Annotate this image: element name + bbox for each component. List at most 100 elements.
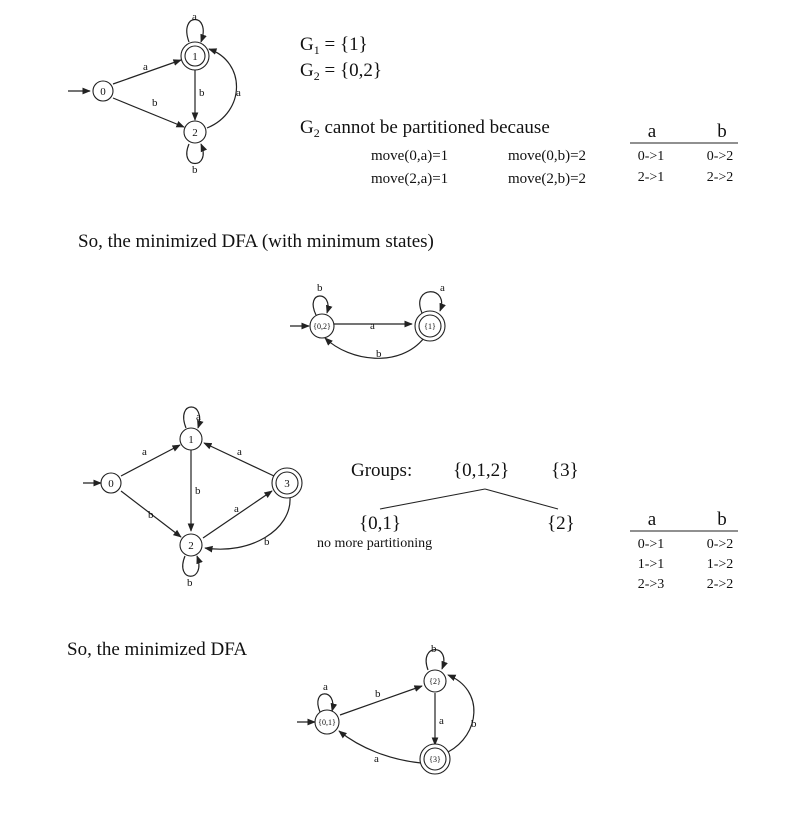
mindfa1-label-self-b: a bbox=[440, 282, 445, 294]
dfa2-label-e23: a bbox=[234, 503, 239, 515]
dfa1-edge-2-1 bbox=[206, 48, 238, 129]
dfa2-state-0-label: 0 bbox=[108, 478, 114, 490]
mindfa2-label-self01: a bbox=[323, 681, 328, 693]
dfa2-label-e01: a bbox=[142, 446, 147, 458]
dfa2-state-3 bbox=[275, 471, 299, 495]
partition1-text: G1 = {1} G2 = {0,2} G2 cannot be partiti… bbox=[300, 34, 738, 187]
dfa1-self-loop-2 bbox=[186, 143, 208, 165]
mindfa2-edge-01-2 bbox=[339, 685, 423, 716]
mindfa2-label-e3-01: a bbox=[374, 753, 379, 765]
mindfa2-state-2 bbox=[423, 669, 447, 693]
split-line-left bbox=[379, 488, 486, 510]
no-more-partitioning: no more partitioning bbox=[317, 536, 432, 551]
dfa1-state-0-label: 0 bbox=[100, 86, 106, 98]
dfa2-state-0 bbox=[100, 472, 122, 494]
dfa2-label-e32: b bbox=[264, 536, 270, 548]
groups-label: Groups: bbox=[351, 460, 412, 481]
dfa1-state-1-label: 1 bbox=[192, 51, 198, 63]
dfa2-label-self1: a bbox=[196, 411, 201, 423]
table1-header-b: b bbox=[717, 121, 727, 142]
dfa2-self-loop-2 bbox=[182, 555, 203, 577]
group-012: {0,1,2} bbox=[453, 460, 509, 481]
dfa1-label-self1: a bbox=[192, 11, 197, 23]
dfa2-edge-2-3 bbox=[202, 490, 273, 539]
table1-header-a: a bbox=[648, 121, 657, 142]
mindfa2-state-01 bbox=[314, 709, 340, 735]
dfa2-edge-3-1 bbox=[203, 442, 275, 477]
mindfa2-label-e01-2: b bbox=[375, 688, 381, 700]
move-2a: move(2,a)=1 bbox=[371, 171, 448, 187]
dfa2-diagram: 0 1 2 3 a b b a a b a b bbox=[83, 406, 303, 589]
move-0a: move(0,a)=1 bbox=[371, 148, 448, 164]
dfa1-label-e12: b bbox=[199, 87, 205, 99]
dfa1-state-1 bbox=[184, 45, 206, 67]
dfa2-state-1 bbox=[179, 427, 203, 451]
mindfa2-edge-3-01 bbox=[338, 730, 422, 764]
mindfa2-diagram: {0,1} {2} {3} b a b a a b bbox=[297, 643, 477, 775]
mindfa1-state-02 bbox=[309, 313, 335, 339]
dfa1-state-2-label: 2 bbox=[192, 127, 198, 139]
mindfa1-label-back: b bbox=[376, 348, 382, 360]
dfa2-state-3-label: 3 bbox=[284, 478, 290, 490]
dfa1-label-e21: a bbox=[236, 87, 241, 99]
dfa2-state-2-label: 2 bbox=[188, 540, 194, 552]
dfa2-state-1-label: 1 bbox=[188, 434, 194, 446]
table2-r2-b: 2->2 bbox=[707, 577, 734, 592]
g1-line: G1 = {1} bbox=[300, 34, 368, 57]
mindfa2-label-self2: b bbox=[431, 643, 437, 655]
dfa2-edge-3-2 bbox=[204, 496, 291, 553]
table1-r0-b: 0->2 bbox=[707, 149, 734, 164]
table2-r2-a: 2->3 bbox=[638, 577, 665, 592]
dfa1-state-0 bbox=[92, 80, 114, 102]
mindfa2-state-3-label: {3} bbox=[429, 755, 441, 764]
split-line-right bbox=[484, 488, 559, 510]
table2-header-b: b bbox=[717, 509, 727, 530]
mindfa2-state-2-label: {2} bbox=[429, 677, 441, 686]
mindfa1-diagram: {0,2} {1} a b b a bbox=[290, 282, 446, 360]
dfa2-state-2 bbox=[179, 533, 203, 557]
dfa2-edge-0-2 bbox=[120, 490, 182, 538]
mindfa1-state-02-label: {0,2} bbox=[313, 322, 331, 331]
dfa1-diagram: 0 1 2 a b b a a b bbox=[68, 11, 241, 176]
move-2b: move(2,b)=2 bbox=[508, 171, 586, 187]
table2-r0-a: 0->1 bbox=[638, 537, 665, 552]
dfa2-label-e02: b bbox=[148, 509, 154, 521]
mindfa1-state-1-label: {1} bbox=[424, 322, 436, 331]
dfa1-label-self2: b bbox=[192, 164, 198, 176]
dfa1-label-e02: b bbox=[152, 97, 158, 109]
mindfa1-self-loop-02 bbox=[312, 295, 333, 316]
mindfa1-label-self-a: b bbox=[317, 282, 323, 294]
dfa1-state-2 bbox=[183, 120, 207, 144]
table2-r1-a: 1->1 bbox=[638, 557, 665, 572]
split-right: {2} bbox=[547, 513, 575, 534]
dfa1-label-e01: a bbox=[143, 61, 148, 73]
g2-line: G2 = {0,2} bbox=[300, 60, 382, 83]
mindfa2-self-loop-01 bbox=[317, 693, 338, 713]
mindfa2-state-01-label: {0,1} bbox=[318, 718, 336, 727]
mindfa2-state-3 bbox=[423, 747, 447, 771]
mindfa2-edge-3-2 bbox=[447, 674, 475, 753]
mindfa2-label-e3-2: b bbox=[471, 718, 477, 730]
mindfa1-edge-back bbox=[324, 337, 425, 359]
dfa2-label-self2: b bbox=[187, 577, 193, 589]
group-3: {3} bbox=[551, 460, 579, 481]
dfa1-edge-0-2 bbox=[112, 97, 185, 128]
mindfa1-state-1 bbox=[418, 314, 442, 338]
dfa1-self-loop-1 bbox=[186, 18, 207, 43]
mindfa1-label-forward: a bbox=[370, 320, 375, 332]
table1-r0-a: 0->1 bbox=[638, 149, 665, 164]
dfa2-label-e12: b bbox=[195, 485, 201, 497]
mindfa1-self-loop-1 bbox=[419, 291, 446, 314]
table1-r1-b: 2->2 bbox=[707, 170, 734, 185]
caption-1: So, the minimized DFA (with minimum stat… bbox=[78, 231, 434, 252]
table1-r1-a: 2->1 bbox=[638, 170, 665, 185]
dfa2-self-loop-1 bbox=[183, 406, 204, 429]
caption-2: So, the minimized DFA bbox=[67, 639, 247, 660]
mindfa2-label-e2-3: a bbox=[439, 715, 444, 727]
split-left: {0,1} bbox=[359, 513, 401, 534]
dfa2-edge-0-1 bbox=[120, 444, 181, 477]
mindfa2-self-loop-2 bbox=[425, 649, 448, 671]
table2-header-a: a bbox=[648, 509, 657, 530]
cannot-partition-line: G2 cannot be partitioned because bbox=[300, 117, 550, 140]
dfa2-label-e31: a bbox=[237, 446, 242, 458]
